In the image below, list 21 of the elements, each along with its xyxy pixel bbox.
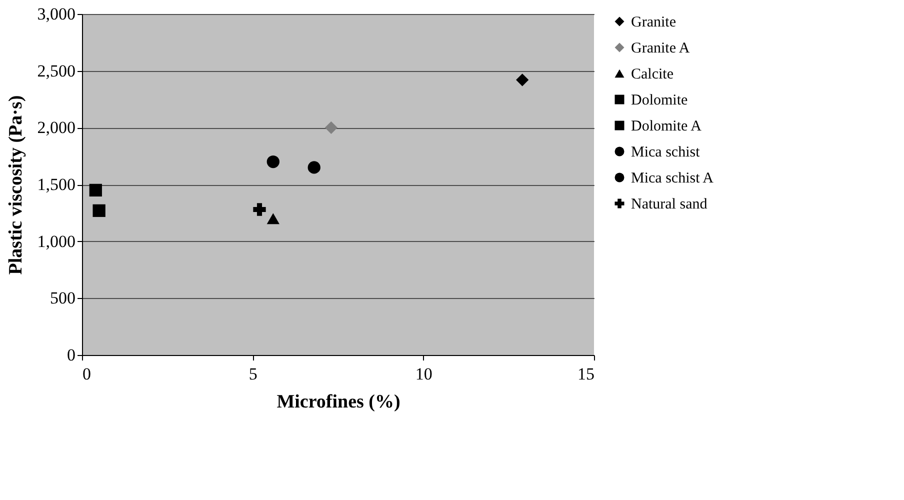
legend-label: Natural sand [631, 196, 708, 212]
y-tick-label: 2,500 [37, 61, 76, 80]
legend-label: Dolomite A [631, 118, 702, 134]
y-tick-label: 500 [50, 288, 76, 308]
legend-label: Mica schist [631, 144, 701, 160]
y-tick-label: 3,000 [37, 4, 76, 24]
x-tick-label: 10 [415, 364, 432, 384]
x-tick-label: 0 [82, 364, 91, 384]
y-tick-label: 1,000 [37, 232, 76, 251]
x-tick-label: 15 [578, 364, 594, 384]
y-tick-label: 2,000 [37, 118, 76, 138]
x-axis-title: Microfines (%) [276, 392, 400, 412]
y-tick-label: 0 [67, 346, 76, 364]
x-tick-label: 5 [248, 364, 258, 384]
legend-label: Dolomite [631, 92, 688, 108]
legend-label: Mica schist A [631, 170, 714, 186]
legend-label: Calcite [631, 66, 674, 82]
legend-label: Granite A [631, 40, 690, 56]
legend-label: Granite [631, 14, 676, 30]
y-tick-label: 1,500 [37, 175, 76, 194]
y-axis-title: Plastic viscosity (Pa·s) [5, 95, 26, 275]
